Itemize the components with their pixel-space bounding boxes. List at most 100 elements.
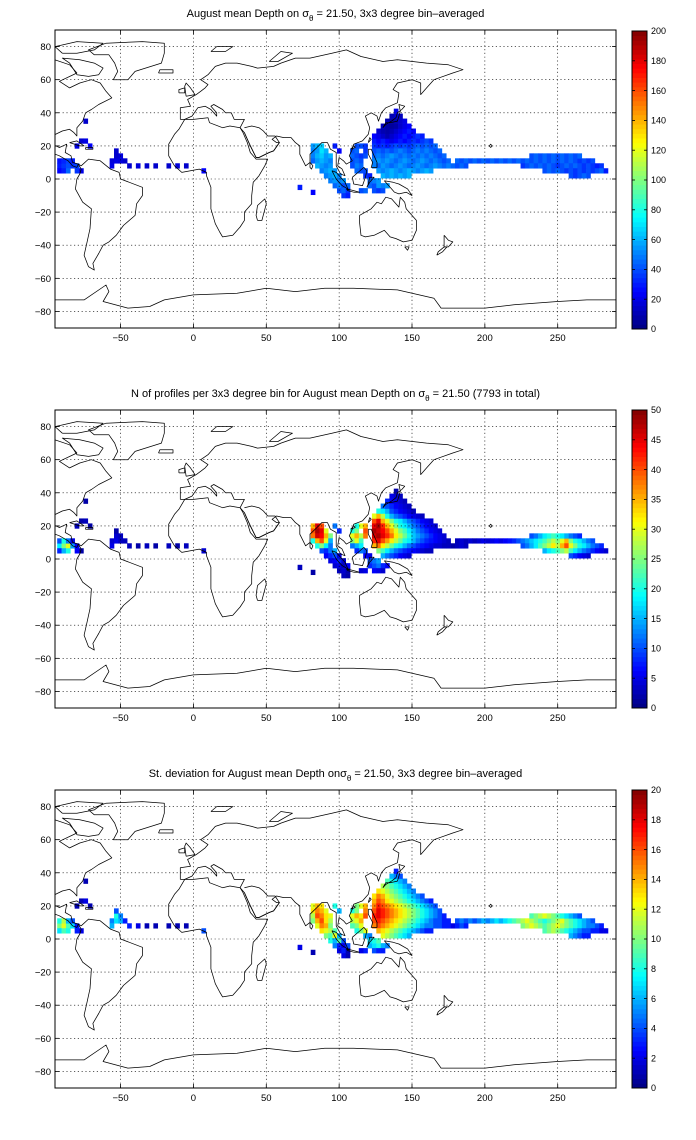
data-cell <box>424 138 430 144</box>
data-cell <box>472 918 478 924</box>
data-cell <box>328 533 333 539</box>
data-cell <box>385 898 390 904</box>
title-text: August mean Depth on <box>187 8 303 20</box>
data-cell <box>428 153 434 159</box>
data-cell <box>398 138 403 144</box>
data-cell <box>393 923 399 929</box>
data-cell <box>420 928 425 934</box>
data-cell <box>437 918 443 924</box>
colorbar-segment <box>632 203 647 209</box>
data-cell <box>415 163 421 169</box>
data-cell <box>354 523 360 529</box>
colorbar-segment <box>632 577 647 583</box>
x-tick-label: 250 <box>550 1093 566 1104</box>
colorbar-segment <box>632 319 647 325</box>
data-cell <box>551 168 556 174</box>
coastline <box>443 235 454 248</box>
data-cell <box>385 173 390 179</box>
data-cell <box>420 133 425 139</box>
data-cell <box>599 923 604 929</box>
data-cell <box>420 518 425 524</box>
colorbar-tick-label: 0 <box>651 703 656 713</box>
data-cell <box>411 528 416 534</box>
data-cell <box>568 153 574 159</box>
colorbar-segment <box>632 423 647 430</box>
data-cell <box>315 528 320 534</box>
colorbar-segment <box>632 638 647 644</box>
data-cell <box>358 188 364 194</box>
data-cell <box>79 898 84 904</box>
colorbar-segment <box>632 254 647 260</box>
data-cell <box>433 923 438 929</box>
data-cell <box>463 543 469 549</box>
data-cell <box>551 918 556 924</box>
data-cell <box>389 148 395 154</box>
data-cell <box>61 928 67 934</box>
data-cell <box>590 163 596 169</box>
data-cell <box>398 518 403 524</box>
data-cell <box>459 163 465 169</box>
data-cell <box>476 158 482 164</box>
colorbar-segment <box>632 212 647 218</box>
data-cell <box>564 928 569 934</box>
data-cell <box>546 153 552 159</box>
data-cell <box>415 928 421 934</box>
data-cell <box>367 183 373 189</box>
data-cell <box>415 158 421 164</box>
data-cell <box>354 903 360 909</box>
colorbar-tick-label: 0 <box>651 1083 656 1093</box>
data-cell <box>315 158 320 164</box>
coastline <box>436 1006 448 1016</box>
data-cell <box>380 563 386 569</box>
y-tick-label: 0 <box>46 175 51 186</box>
data-cell <box>354 908 360 914</box>
coastlines <box>55 421 616 689</box>
data-cell <box>336 183 342 189</box>
data-cell <box>389 553 395 559</box>
data-cell <box>411 898 416 904</box>
data-cell <box>393 488 399 494</box>
data-cell <box>358 158 364 164</box>
data-cell <box>586 553 591 559</box>
data-cell <box>424 913 430 919</box>
colorbar-segment <box>632 198 647 204</box>
plot-area <box>55 410 616 708</box>
data-cell <box>376 893 381 899</box>
data-cell <box>70 538 75 544</box>
data-cell <box>380 548 386 554</box>
colorbar-tick-label: 20 <box>651 294 661 304</box>
data-cell <box>577 533 583 539</box>
data-cell <box>74 548 80 554</box>
data-cell <box>376 163 381 169</box>
data-cell <box>385 928 390 934</box>
y-tick-label: 80 <box>40 422 51 433</box>
colorbar-tick-label: 20 <box>651 584 661 594</box>
chart-title: N of profiles per 3x3 degree bin for Aug… <box>131 388 540 403</box>
data-cell <box>542 533 548 539</box>
data-cell <box>516 918 521 924</box>
data-cell <box>411 513 416 519</box>
data-cell <box>398 553 403 559</box>
data-cell <box>577 913 583 919</box>
data-cell <box>336 563 342 569</box>
data-cell <box>398 163 403 169</box>
coastline <box>346 568 360 573</box>
data-cell <box>323 933 329 939</box>
colorbar-tick-label: 12 <box>651 904 661 914</box>
data-cell <box>538 543 543 549</box>
data-cell <box>135 923 141 929</box>
data-cell <box>310 903 316 909</box>
data-cell <box>498 538 504 544</box>
data-cell <box>551 538 556 544</box>
data-cell <box>350 923 355 929</box>
data-cell <box>65 543 71 549</box>
data-cell <box>564 543 569 549</box>
data-cell <box>393 168 399 174</box>
data-cell <box>555 163 561 169</box>
data-cell <box>581 553 587 559</box>
data-cell <box>398 893 403 899</box>
data-cell <box>568 543 574 549</box>
data-cell <box>428 908 434 914</box>
data-cell <box>402 538 408 544</box>
data-cell <box>446 543 451 549</box>
